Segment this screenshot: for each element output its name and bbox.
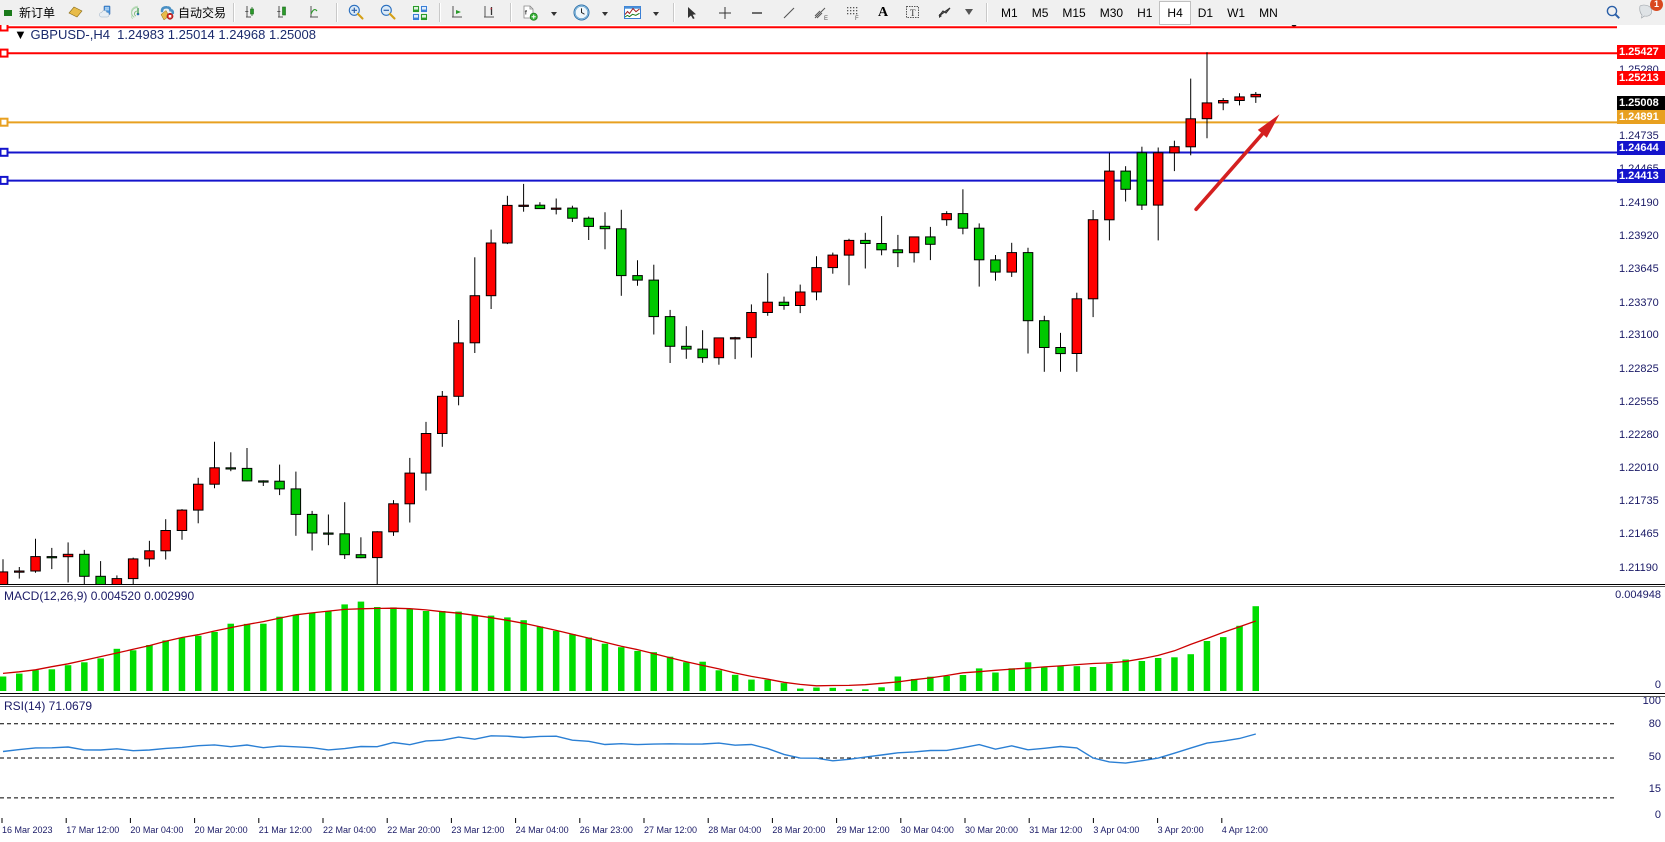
svg-text:E: E xyxy=(824,16,828,21)
svg-text:F: F xyxy=(855,16,859,21)
svg-text:T: T xyxy=(910,8,916,18)
